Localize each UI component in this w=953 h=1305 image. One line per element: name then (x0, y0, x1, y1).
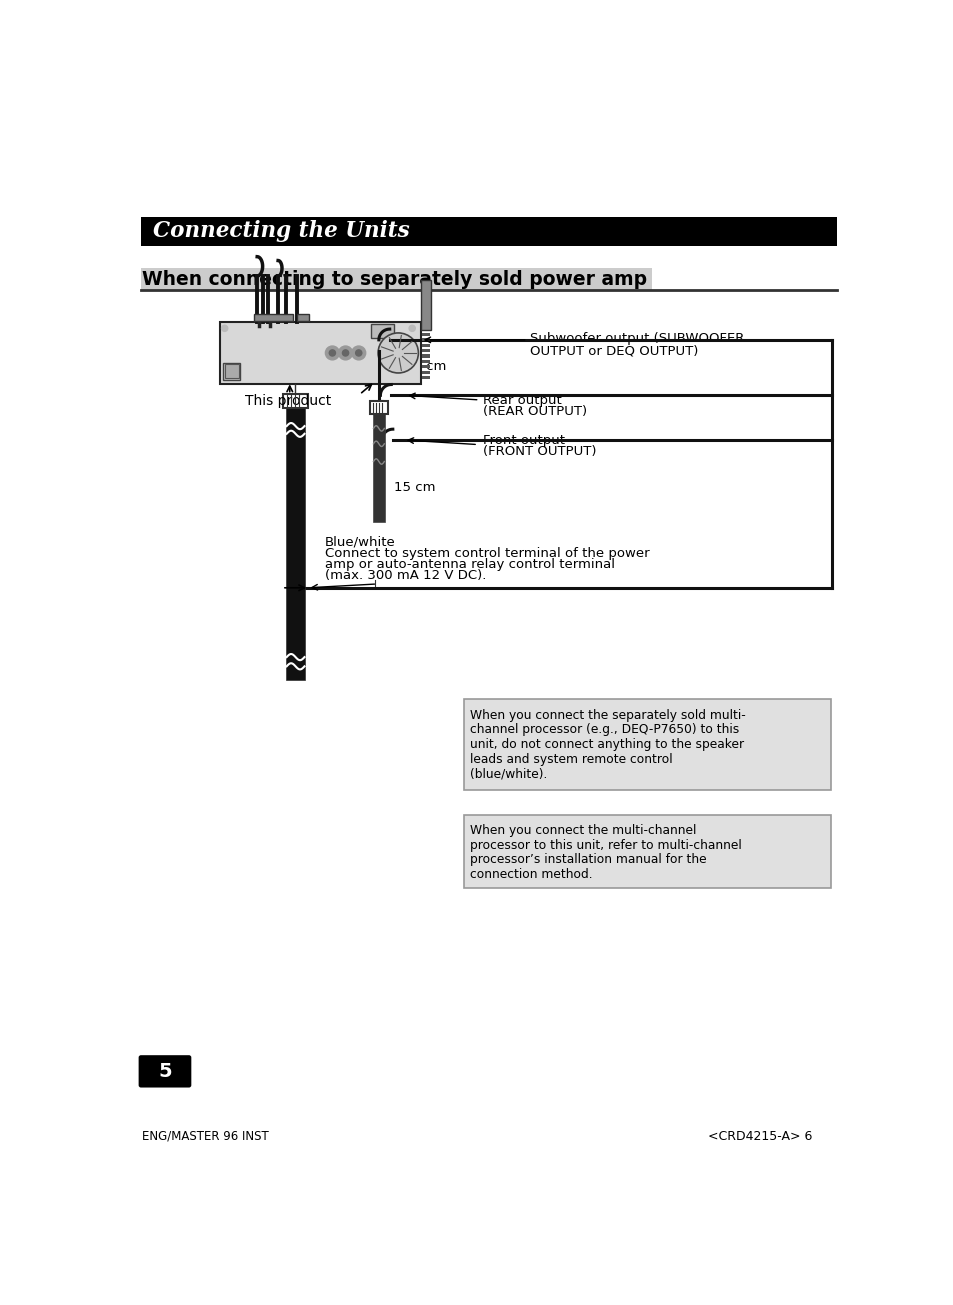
Text: unit, do not connect anything to the speaker: unit, do not connect anything to the spe… (470, 737, 743, 750)
Text: When you connect the separately sold multi-: When you connect the separately sold mul… (470, 709, 745, 722)
Circle shape (377, 333, 418, 373)
Bar (422, 338, 430, 342)
Bar (421, 279, 431, 330)
Text: channel processor (e.g., DEQ-P7650) to this: channel processor (e.g., DEQ-P7650) to t… (470, 723, 739, 736)
Bar (464, 699, 830, 791)
Bar (422, 355, 430, 358)
Circle shape (221, 325, 228, 331)
Text: leads and system remote control: leads and system remote control (470, 753, 672, 766)
Bar (282, 394, 308, 407)
Text: Subwoofer output (SUBWOOFER: Subwoofer output (SUBWOOFER (530, 333, 743, 345)
Circle shape (338, 346, 353, 360)
Bar (224, 364, 238, 378)
Text: amp or auto-antenna relay control terminal: amp or auto-antenna relay control termin… (324, 557, 614, 570)
FancyBboxPatch shape (138, 1056, 192, 1087)
Bar (371, 324, 394, 338)
Text: Front output: Front output (483, 433, 565, 446)
Bar (422, 333, 430, 335)
Text: 15 cm: 15 cm (394, 482, 435, 495)
Text: Connect to system control terminal of the power: Connect to system control terminal of th… (324, 547, 649, 560)
Circle shape (325, 346, 339, 360)
Bar (223, 363, 240, 380)
Circle shape (329, 350, 335, 356)
Text: When connecting to separately sold power amp: When connecting to separately sold power… (142, 270, 647, 288)
Text: ENG/MASTER 96 INST: ENG/MASTER 96 INST (142, 1130, 269, 1143)
Text: 20 cm: 20 cm (405, 360, 446, 373)
Text: (blue/white).: (blue/white). (470, 767, 547, 780)
Bar (422, 360, 430, 363)
Bar (422, 343, 430, 347)
Bar (141, 269, 652, 290)
Circle shape (352, 346, 365, 360)
Text: (REAR OUTPUT): (REAR OUTPUT) (483, 405, 587, 418)
Text: Rear output: Rear output (483, 394, 561, 407)
Text: connection method.: connection method. (470, 868, 593, 881)
Bar (422, 365, 430, 368)
Text: This product: This product (245, 394, 331, 407)
Text: 5: 5 (158, 1062, 172, 1081)
Circle shape (409, 325, 415, 331)
Text: OUTPUT or DEQ OUTPUT): OUTPUT or DEQ OUTPUT) (530, 345, 698, 358)
Bar (464, 814, 830, 889)
Circle shape (342, 350, 348, 356)
Text: (FRONT OUTPUT): (FRONT OUTPUT) (483, 445, 597, 458)
Bar (286, 407, 305, 680)
Bar (369, 402, 388, 414)
Bar (422, 371, 430, 373)
Text: <CRD4215-A> 6: <CRD4215-A> 6 (707, 1130, 812, 1143)
Bar (373, 414, 385, 522)
Bar (297, 315, 309, 321)
Text: Connecting the Units: Connecting the Units (153, 221, 410, 243)
Text: When you connect the multi-channel: When you connect the multi-channel (470, 825, 696, 838)
Bar (422, 376, 430, 380)
Text: (max. 300 mA 12 V DC).: (max. 300 mA 12 V DC). (324, 569, 485, 582)
Circle shape (355, 350, 361, 356)
Text: Blue/white: Blue/white (324, 535, 395, 548)
Bar (253, 315, 293, 321)
Text: processor’s installation manual for the: processor’s installation manual for the (470, 853, 706, 867)
Bar (422, 350, 430, 352)
Text: processor to this unit, refer to multi-channel: processor to this unit, refer to multi-c… (470, 839, 741, 852)
Bar (141, 217, 836, 245)
Bar (220, 322, 421, 384)
